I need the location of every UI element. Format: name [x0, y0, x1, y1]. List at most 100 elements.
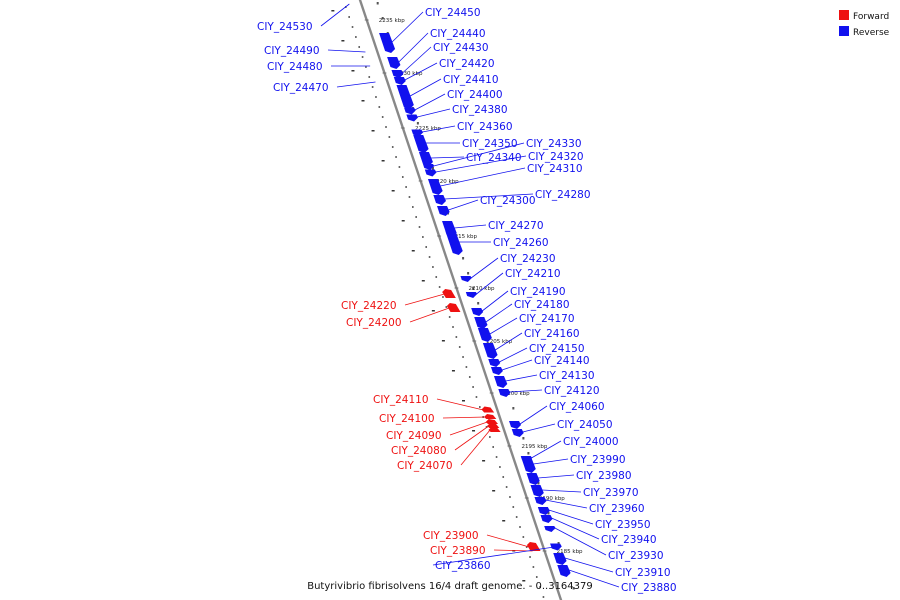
gene-box-ciy-23910	[553, 553, 567, 565]
gene-box-ciy-24440	[387, 57, 401, 69]
track-dot	[361, 56, 364, 58]
track-dot	[485, 426, 488, 428]
gene-box-ciy-24140	[490, 367, 503, 375]
gene-box-ciy-23940	[540, 515, 553, 523]
track-dot	[375, 96, 377, 98]
track-dot	[398, 166, 401, 168]
gene-label: CIY_24410	[443, 74, 499, 86]
axis-tick-label: 2210 kbp	[469, 286, 495, 292]
track-dot	[472, 386, 474, 388]
gene-box-ciy-23990	[521, 457, 536, 473]
track-dash	[416, 122, 419, 125]
track-dash	[371, 130, 375, 132]
track-dot	[412, 206, 414, 208]
leader-line	[327, 49, 366, 53]
gene-box-ciy-24410	[396, 85, 414, 109]
track-dash	[381, 17, 384, 20]
leader-line	[519, 405, 548, 425]
legend-label-reverse: Reverse	[853, 28, 890, 38]
gene-box-ciy-23950	[537, 507, 550, 515]
gene-box-ciy-24200	[446, 303, 461, 312]
track-dot	[422, 236, 424, 238]
track-dot	[489, 436, 491, 438]
leader-line	[320, 3, 350, 27]
gene-label: CIY_24470	[273, 82, 329, 94]
gene-label: CIY_24210	[505, 268, 561, 280]
gene-label: CIY_24000	[563, 436, 619, 448]
gene-label: CIY_24480	[267, 61, 323, 73]
gene-box-ciy-24320	[424, 169, 437, 177]
track-dot	[381, 116, 384, 118]
gene-label: CIY_23970	[583, 487, 639, 499]
track-dot	[495, 456, 498, 458]
leader-line	[564, 557, 614, 573]
track-dash	[502, 520, 506, 522]
track-dot	[355, 36, 357, 38]
leader-line	[449, 421, 488, 436]
track-dot	[542, 596, 545, 598]
gene-box-ciy-24080	[487, 423, 500, 428]
track-dash	[557, 542, 560, 545]
gene-label: CIY_23960	[589, 503, 645, 515]
gene-label: CIY_24120	[544, 385, 600, 397]
track-dash	[441, 340, 445, 342]
axis-tick-label: 2235 kbp	[379, 18, 405, 24]
track-dot	[462, 356, 464, 358]
track-dot	[438, 286, 441, 288]
leader-line	[442, 416, 486, 419]
gene-box-ciy-23930	[544, 526, 556, 532]
track-dash	[512, 407, 515, 410]
track-dash	[467, 272, 470, 275]
track-dot	[458, 346, 461, 348]
gene-label: CIY_24060	[549, 401, 605, 413]
gene-label: CIY_23940	[601, 534, 657, 546]
leader-line	[470, 257, 499, 279]
track-dash	[522, 580, 526, 582]
axis-tick-label: 2200 kbp	[504, 391, 530, 397]
track-dash	[461, 400, 465, 402]
gene-label: CIY_24050	[557, 419, 613, 431]
track-dash	[341, 40, 345, 42]
gene-box-ciy-24110	[481, 406, 495, 413]
gene-label: CIY_24260	[493, 237, 549, 249]
gene-label: CIY_24080	[391, 445, 447, 457]
leader-line	[448, 199, 479, 211]
leader-line	[505, 374, 538, 382]
track-dot	[391, 146, 394, 148]
gene-label: CIY_24200	[346, 317, 402, 329]
gene-box-ciy-24380	[406, 114, 419, 122]
track-dot	[358, 46, 361, 48]
track-dash	[381, 160, 385, 162]
leader-line	[409, 78, 442, 97]
track-dot	[445, 306, 448, 308]
leader-line	[430, 156, 465, 159]
track-dot	[535, 576, 538, 578]
track-dot	[365, 66, 367, 68]
leader-line	[568, 569, 620, 588]
gene-label: CIY_24160	[524, 328, 580, 340]
gene-box-ciy-24230	[460, 276, 472, 282]
gene-label: CIY_24100	[379, 413, 435, 425]
track-dot	[425, 246, 428, 248]
legend-swatch-forward	[839, 10, 849, 20]
track-dash	[401, 220, 405, 222]
gene-label: CIY_24110	[373, 394, 429, 406]
track-dash	[492, 490, 496, 492]
track-dash	[537, 482, 540, 485]
track-dot	[401, 176, 404, 178]
gene-label: CIY_24530	[257, 21, 313, 33]
gene-box-ciy-24130	[493, 376, 508, 388]
map-caption: Butyrivibrio fibrisolvens 16/4 draft gen…	[307, 581, 593, 592]
gene-label: CIY_24330	[526, 138, 582, 150]
gene-label: CIY_23980	[576, 470, 632, 482]
gene-boxes	[379, 33, 571, 577]
leader-line	[402, 46, 432, 74]
axis-tick-label: 2220 kbp	[433, 179, 459, 185]
gene-label: CIY_24090	[386, 430, 442, 442]
axis-tick-label: 2195 kbp	[521, 444, 547, 450]
gene-box-ciy-24300	[437, 206, 450, 216]
gene-box-ciy-23880	[557, 565, 571, 577]
leader-line	[554, 527, 607, 556]
track-dot	[505, 486, 508, 488]
